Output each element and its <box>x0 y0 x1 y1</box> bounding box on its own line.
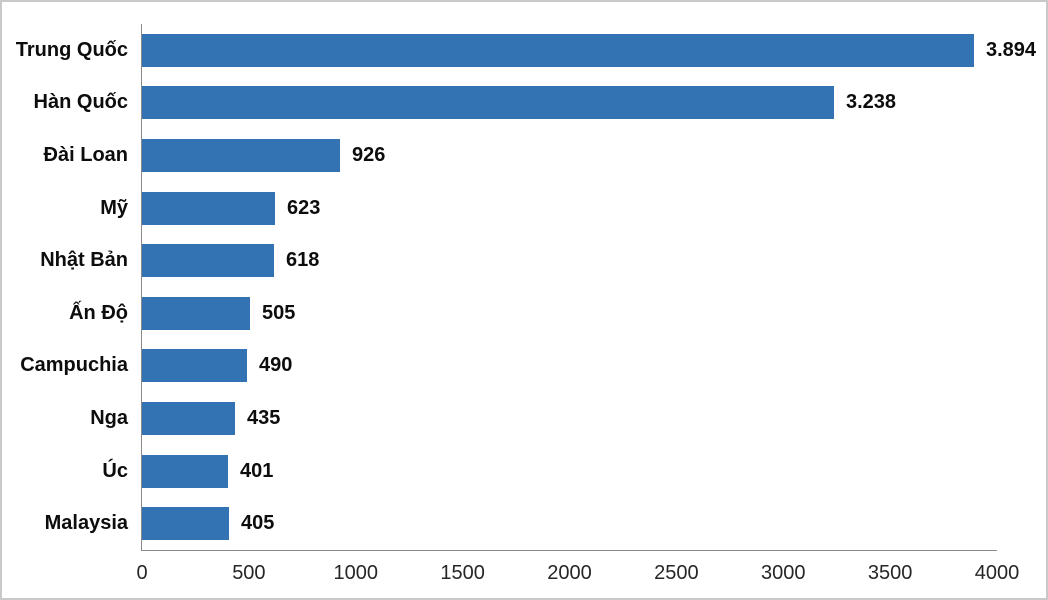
x-tick-label: 1500 <box>440 562 485 584</box>
bar <box>142 454 228 488</box>
category-label: Campuchia <box>20 354 128 377</box>
value-label: 926 <box>352 143 386 166</box>
category-label: Trung Quốc <box>15 38 128 61</box>
value-label: 401 <box>240 459 274 482</box>
category-label: Nga <box>90 406 128 429</box>
category-label: Mỹ <box>100 196 128 219</box>
value-label: 435 <box>247 406 281 429</box>
category-label: Ấn Độ <box>69 301 128 324</box>
value-label: 618 <box>286 249 320 272</box>
value-label: 623 <box>287 196 321 219</box>
bar <box>142 296 250 330</box>
category-label: Đài Loan <box>43 143 128 166</box>
x-tick-label: 3000 <box>761 562 806 584</box>
x-tick-label: 1000 <box>333 562 379 584</box>
category-label: Nhật Bản <box>40 249 128 272</box>
value-label: 3.894 <box>986 38 1037 61</box>
bar <box>142 139 340 172</box>
category-label: Malaysia <box>44 512 128 535</box>
x-tick-label: 3500 <box>867 562 913 584</box>
bar <box>142 507 229 541</box>
bar <box>142 244 274 278</box>
value-label: 505 <box>262 301 296 324</box>
value-label: 405 <box>241 512 275 535</box>
x-tick-label: 4000 <box>974 562 1020 584</box>
x-tick-label: 0 <box>136 562 148 584</box>
category-label: Úc <box>102 459 128 482</box>
x-axis-line <box>141 550 997 551</box>
y-axis-line <box>141 24 142 551</box>
x-tick-label: 500 <box>232 562 266 584</box>
bar <box>142 33 974 67</box>
value-label: 3.238 <box>846 91 897 114</box>
category-label: Hàn Quốc <box>33 91 128 114</box>
x-tick-label: 2000 <box>547 562 592 584</box>
value-label: 490 <box>259 354 293 377</box>
bar <box>142 86 834 120</box>
bar <box>142 349 247 383</box>
bar <box>142 191 275 225</box>
x-tick-label: 2500 <box>654 562 699 584</box>
bar <box>142 402 235 435</box>
